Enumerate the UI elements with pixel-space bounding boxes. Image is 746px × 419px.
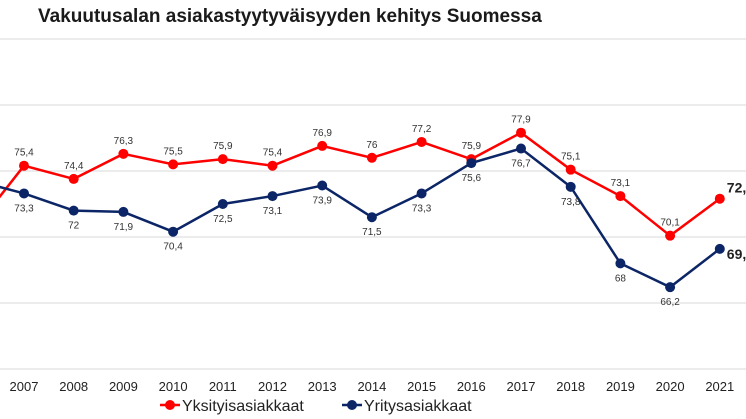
legend-label: Yritysasiakkaat [364,398,472,415]
data-label: 66,2 [660,297,680,308]
data-label: 73,8 [561,197,581,208]
data-point [317,180,328,191]
data-label: 76,3 [114,136,134,147]
data-label: 73,1 [611,178,631,189]
data-point [317,140,328,151]
data-point [665,282,676,293]
data-label: 75,1 [561,152,581,163]
x-tick-label: 2017 [507,379,536,394]
x-tick-label: 2014 [357,379,386,394]
chart-title: Vakuutusalan asiakastyytyväisyyden kehit… [38,6,542,27]
data-label: 73,3 [14,203,34,214]
x-tick-label: 2018 [556,379,585,394]
x-tick-label: 2008 [59,379,88,394]
x-tick-label: 2012 [258,379,287,394]
data-point [168,226,179,237]
data-label: 76 [366,140,378,151]
x-tick-label: 2010 [159,379,188,394]
data-point [714,193,725,204]
data-label: 75,6 [462,173,482,184]
data-label: 76,9 [312,128,332,139]
data-label: 75,4 [14,148,34,159]
x-tick-label: 2020 [656,379,685,394]
data-label: 75,9 [462,141,482,152]
data-label: 73,1 [263,206,283,217]
data-label: 75,4 [263,148,283,159]
series-line-yritys [0,147,721,289]
data-label: 73,9 [312,196,332,207]
data-point [168,159,179,170]
data-point [615,191,626,202]
x-tick-label: 2019 [606,379,635,394]
data-point [366,152,377,163]
data-point [68,173,79,184]
data-point [565,181,576,192]
data-point [366,212,377,223]
data-label: 75,5 [163,146,183,157]
data-point [714,243,725,254]
x-tick-label: 2021 [705,379,734,394]
x-tick-label: 2015 [407,379,436,394]
legend-label: Yksityisasiakkaat [182,398,304,415]
data-label: 77,9 [511,115,531,126]
data-point [118,148,129,159]
x-tick-label: 2013 [308,379,337,394]
data-point [217,154,228,165]
data-point [118,206,129,217]
data-point [217,199,228,209]
legend-marker [165,400,175,410]
data-label: 72 [68,221,80,232]
data-label: 77,2 [412,124,432,135]
data-label: 72,9 [727,180,746,196]
data-point [68,205,79,216]
data-label: 69,1 [727,246,746,262]
data-point [416,136,427,147]
data-label: 74,4 [64,161,84,172]
data-point [267,160,278,171]
data-point [516,143,526,154]
data-label: 71,5 [362,227,382,238]
x-tick-label: 2016 [457,379,486,394]
data-point [516,127,526,138]
series-line-yksityis [0,131,721,238]
legend-marker [347,400,357,410]
data-label: 71,9 [114,222,134,233]
x-tick-label: 2007 [10,379,39,394]
x-tick-label: 2009 [109,379,138,394]
data-label: 70,1 [660,218,680,229]
data-point [665,230,676,241]
data-point [19,188,29,199]
x-tick-label: 2011 [209,379,237,394]
data-point [466,158,477,169]
data-point [565,164,576,175]
data-point [19,160,29,171]
data-label: 72,5 [213,214,233,225]
data-point [267,191,278,202]
data-point [615,258,626,269]
data-point [416,188,427,199]
data-label: 73,3 [412,203,432,214]
data-label: 76,7 [511,159,531,170]
data-label: 70,4 [163,242,183,253]
data-label: 68 [615,273,627,284]
data-label: 75,9 [213,141,233,152]
